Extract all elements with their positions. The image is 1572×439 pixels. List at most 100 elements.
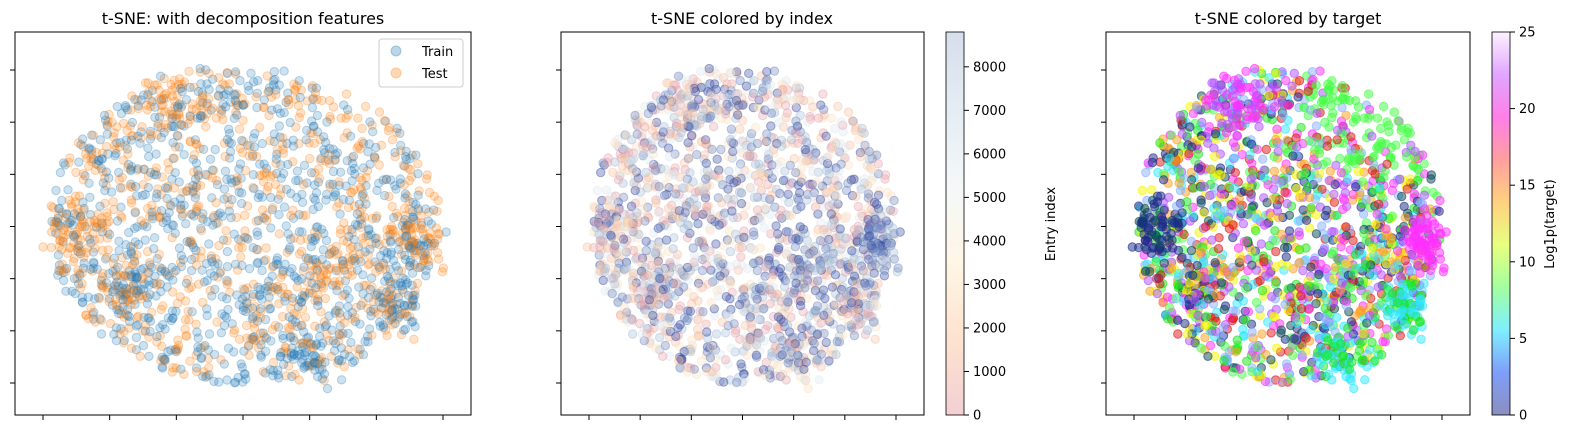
scatter-point	[343, 105, 351, 113]
scatter-point	[601, 213, 609, 221]
scatter-point	[203, 80, 211, 88]
scatter-point	[784, 359, 792, 367]
scatter-point	[675, 356, 683, 364]
scatter-point	[150, 245, 158, 253]
scatter-point	[109, 286, 117, 294]
scatter-point	[205, 330, 213, 338]
scatter-point	[836, 140, 844, 148]
scatter-point	[620, 154, 628, 162]
scatter-point	[290, 351, 298, 359]
scatter-point	[801, 133, 809, 141]
scatter-point	[280, 203, 288, 211]
scatter-point	[122, 261, 130, 269]
scatter-point	[651, 248, 659, 256]
scatter-point	[64, 186, 72, 194]
scatter-point	[813, 330, 821, 338]
scatter-point	[220, 195, 228, 203]
scatter-point	[56, 168, 64, 176]
legend-test-label: Test	[421, 67, 448, 82]
scatter-point	[1295, 77, 1303, 85]
scatter-point	[262, 244, 270, 252]
scatter-point	[822, 338, 830, 346]
scatter-point	[784, 275, 792, 283]
scatter-point	[325, 251, 333, 259]
scatter-point	[752, 351, 760, 359]
scatter-point	[666, 259, 674, 267]
scatter-point	[238, 261, 246, 269]
scatter-point	[631, 186, 639, 194]
scatter-point	[400, 302, 408, 310]
scatter-point	[198, 93, 206, 101]
scatter-point	[176, 195, 184, 203]
scatter-point	[633, 209, 641, 217]
scatter-point	[685, 154, 693, 162]
colorbar-tick-label: 2000	[973, 321, 1006, 336]
scatter-point	[333, 307, 341, 315]
scatter-point	[638, 198, 646, 206]
scatter-point	[284, 230, 292, 238]
scatter-point	[172, 348, 180, 356]
scatter-point	[666, 212, 674, 220]
scatter-point	[269, 204, 277, 212]
scatter-point	[133, 223, 141, 231]
scatter-point	[643, 271, 651, 279]
scatter-point	[706, 353, 714, 361]
scatter-point	[61, 213, 69, 221]
scatter-point	[663, 79, 671, 87]
scatter-point	[425, 188, 433, 196]
scatter-point	[175, 244, 183, 252]
scatter-point	[106, 319, 114, 327]
scatter-point	[192, 140, 200, 148]
scatter-point	[817, 319, 825, 327]
scatter-point	[65, 158, 73, 166]
scatter-point	[812, 356, 820, 364]
scatter-point	[1403, 185, 1411, 193]
scatter-point	[731, 329, 739, 337]
scatter-point	[223, 69, 231, 77]
scatter-point	[659, 96, 667, 104]
scatter-point	[295, 77, 303, 85]
scatter-point	[270, 68, 278, 76]
scatter-point	[280, 67, 288, 75]
scatter-point	[813, 178, 821, 186]
scatter-point	[686, 348, 694, 356]
scatter-point	[735, 165, 743, 173]
scatter-point	[812, 249, 820, 257]
scatter-point	[842, 212, 850, 220]
scatter-point	[376, 318, 384, 326]
scatter-point	[311, 196, 319, 204]
scatter-point	[402, 147, 410, 155]
scatter-point	[659, 352, 667, 360]
panel-3-points	[1128, 64, 1450, 392]
scatter-point	[206, 286, 214, 294]
scatter-point	[760, 193, 768, 201]
scatter-point	[269, 372, 277, 380]
scatter-point	[724, 195, 732, 203]
scatter-point	[825, 357, 833, 365]
scatter-point	[826, 220, 834, 228]
scatter-point	[349, 152, 357, 160]
scatter-point	[800, 365, 808, 373]
scatter-point	[800, 375, 808, 383]
scatter-point	[307, 169, 315, 177]
scatter-point	[1319, 160, 1327, 168]
scatter-point	[299, 343, 307, 351]
scatter-point	[844, 179, 852, 187]
scatter-point	[726, 69, 734, 77]
scatter-point	[707, 112, 715, 120]
scatter-point	[848, 247, 856, 255]
scatter-point	[351, 170, 359, 178]
scatter-point	[122, 103, 130, 111]
scatter-point	[337, 376, 345, 384]
scatter-point	[145, 281, 153, 289]
scatter-point	[683, 86, 691, 94]
scatter-point	[192, 205, 200, 213]
scatter-point	[138, 191, 146, 199]
scatter-point	[408, 302, 416, 310]
scatter-point	[777, 142, 785, 150]
scatter-point	[645, 296, 653, 304]
scatter-point	[1183, 198, 1191, 206]
scatter-point	[335, 178, 343, 186]
scatter-point	[1295, 258, 1303, 266]
